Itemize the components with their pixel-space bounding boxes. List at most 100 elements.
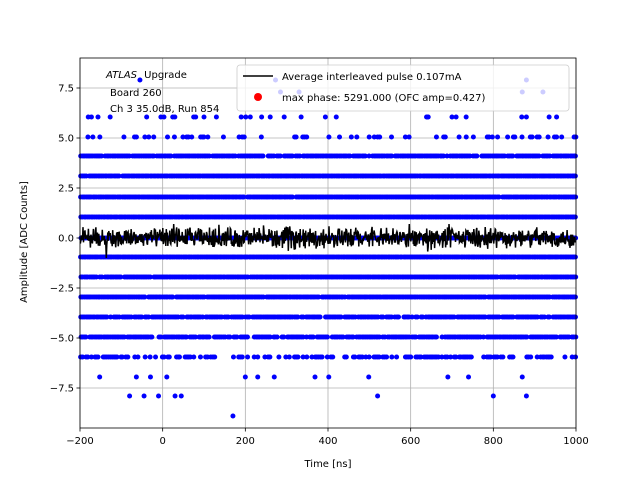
- scatter-point: [97, 134, 103, 140]
- scatter-point: [519, 114, 525, 120]
- scatter-point: [510, 314, 516, 320]
- scatter-point: [242, 374, 248, 380]
- scatter-point: [496, 194, 502, 200]
- scatter-point: [142, 294, 148, 300]
- scatter-point: [572, 314, 578, 320]
- scatter-point: [133, 134, 139, 140]
- scatter-point: [553, 334, 559, 340]
- annotation-block: ATLAS Upgrade Board 260 Ch 3 35.0dB, Run…: [105, 70, 219, 115]
- scatter-point: [468, 354, 474, 360]
- scatter-point: [333, 114, 339, 120]
- scatter-point: [510, 153, 516, 159]
- legend-label-max-phase: max phase: 5291.000 (OFC amp=0.427): [282, 93, 485, 104]
- scatter-point: [281, 114, 287, 120]
- scatter-point: [88, 354, 94, 360]
- scatter-point: [260, 294, 266, 300]
- scatter-point: [180, 314, 186, 320]
- scatter-point: [85, 134, 91, 140]
- y-tick-label: −5.0: [50, 334, 74, 345]
- scatter-point: [80, 354, 86, 360]
- scatter-point: [337, 134, 343, 140]
- scatter-point: [243, 114, 249, 120]
- scatter-point: [118, 274, 124, 280]
- scatter-point: [197, 354, 203, 360]
- scatter-point: [304, 354, 310, 360]
- scatter-point: [380, 314, 386, 320]
- scatter-point: [440, 153, 446, 159]
- scatter-point: [147, 374, 153, 380]
- scatter-point: [433, 334, 439, 340]
- scatter-point: [191, 354, 197, 360]
- scatter-point: [541, 314, 547, 320]
- scatter-point: [172, 114, 178, 120]
- scatter-point: [338, 314, 344, 320]
- scatter-point: [83, 334, 89, 340]
- x-tick-label: −200: [66, 436, 93, 447]
- scatter-point: [239, 354, 245, 360]
- scatter-point: [451, 314, 457, 320]
- scatter-point: [324, 334, 330, 340]
- scatter-point: [277, 153, 283, 159]
- scatter-point: [246, 314, 252, 320]
- scatter-point: [396, 314, 402, 320]
- scatter-point: [286, 354, 292, 360]
- y-axis-label: Amplitude [ADC Counts]: [19, 181, 30, 303]
- scatter-point: [559, 134, 565, 140]
- scatter-point: [519, 134, 525, 140]
- scatter-point: [474, 153, 480, 159]
- scatter-point: [572, 153, 578, 159]
- scatter-point: [298, 114, 304, 120]
- scatter-point: [121, 134, 127, 140]
- scatter-point: [230, 354, 236, 360]
- scatter-point: [316, 294, 322, 300]
- scatter-point: [251, 354, 257, 360]
- scatter-point: [255, 354, 261, 360]
- scatter-point: [546, 314, 552, 320]
- scatter-point: [366, 153, 372, 159]
- annotation-upgrade: Upgrade: [144, 70, 187, 81]
- scatter-point: [168, 153, 174, 159]
- scatter-point: [389, 153, 395, 159]
- scatter-point: [93, 274, 99, 280]
- x-tick-label: 0: [159, 436, 165, 447]
- scatter-point: [161, 114, 167, 120]
- scatter-point: [170, 294, 176, 300]
- scatter-point: [289, 194, 295, 200]
- scatter-point: [494, 354, 500, 360]
- scatter-point: [362, 153, 368, 159]
- x-tick-label: 400: [318, 436, 337, 447]
- scatter-point: [146, 134, 152, 140]
- scatter-point: [274, 334, 280, 340]
- scatter-point: [304, 134, 310, 140]
- x-tick-label: 200: [236, 436, 255, 447]
- scatter-point: [453, 354, 459, 360]
- scatter-point: [158, 334, 164, 340]
- scatter-point: [144, 114, 150, 120]
- scatter-point: [141, 393, 147, 399]
- scatter-point: [205, 134, 211, 140]
- scatter-point: [366, 374, 372, 380]
- scatter-point: [449, 114, 455, 120]
- legend-point-swatch: [254, 93, 262, 101]
- y-tick-label: 5.0: [58, 134, 74, 145]
- scatter-point: [545, 134, 551, 140]
- scatter-point: [330, 354, 336, 360]
- scatter-point: [213, 114, 219, 120]
- scatter-point: [448, 354, 454, 360]
- scatter-point: [409, 314, 415, 320]
- scatter-point: [85, 354, 91, 360]
- scatter-point: [142, 354, 148, 360]
- scatter-point: [408, 354, 414, 360]
- scatter-point: [439, 354, 445, 360]
- x-tick-label: 1000: [563, 436, 588, 447]
- scatter-point: [258, 134, 264, 140]
- scatter-point: [324, 354, 330, 360]
- scatter-point: [245, 354, 251, 360]
- scatter-point: [234, 334, 240, 340]
- scatter-point: [466, 374, 472, 380]
- scatter-point: [135, 354, 141, 360]
- scatter-point: [322, 114, 328, 120]
- scatter-point: [153, 354, 159, 360]
- x-tick-label: 800: [484, 436, 503, 447]
